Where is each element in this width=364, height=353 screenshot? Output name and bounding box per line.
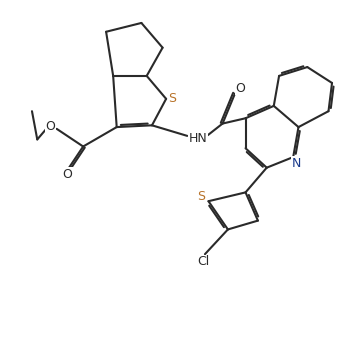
Text: O: O (62, 168, 72, 180)
Text: O: O (46, 120, 55, 132)
Text: Cl: Cl (197, 256, 209, 268)
Text: N: N (292, 157, 301, 170)
Text: S: S (169, 92, 177, 105)
Text: O: O (235, 82, 245, 95)
Text: S: S (197, 191, 205, 203)
Text: HN: HN (189, 132, 207, 145)
